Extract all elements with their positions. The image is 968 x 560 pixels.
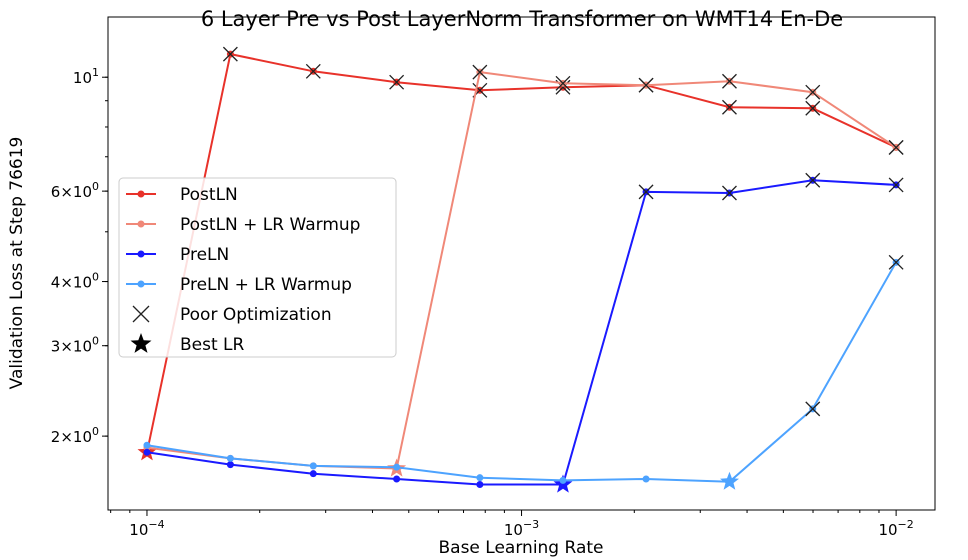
x-axis-label: Base Learning Rate bbox=[439, 538, 604, 558]
poor-optimization-x-marker bbox=[638, 77, 654, 93]
best-lr-star-marker bbox=[720, 471, 739, 490]
data-point bbox=[476, 480, 484, 488]
series-postln bbox=[137, 46, 904, 461]
legend-label: PreLN bbox=[180, 245, 229, 265]
legend-marker bbox=[137, 280, 145, 288]
legend-poor-optimization-icon bbox=[132, 305, 150, 323]
legend-marker bbox=[137, 250, 145, 258]
poor-optimization-x-marker bbox=[638, 184, 654, 200]
legend-label: Best LR bbox=[180, 335, 245, 355]
y-tick-label: 3×100 bbox=[51, 335, 99, 356]
data-point bbox=[226, 461, 234, 469]
poor-optimization-x-marker bbox=[722, 185, 737, 201]
y-tick-label: 4×100 bbox=[51, 271, 99, 292]
series-line bbox=[146, 261, 897, 483]
axes-frame bbox=[107, 16, 936, 511]
x-tick-label: 10−2 bbox=[878, 518, 913, 539]
y-axis-label: Validation Loss at Step 76619 bbox=[7, 137, 27, 390]
poor-optimization-x-marker bbox=[888, 177, 904, 193]
poor-optimization-x-marker bbox=[805, 401, 821, 417]
data-point bbox=[309, 470, 317, 478]
poor-optimization-x-marker bbox=[389, 74, 405, 90]
data-point bbox=[476, 474, 484, 482]
legend-box bbox=[118, 177, 397, 358]
y-tick-label: 2×100 bbox=[51, 425, 99, 446]
legend-marker bbox=[137, 220, 145, 228]
series-line bbox=[146, 179, 897, 486]
legend-label: PostLN + LR Warmup bbox=[180, 215, 360, 235]
data-point bbox=[642, 475, 650, 483]
legend-label: PreLN + LR Warmup bbox=[180, 275, 352, 295]
poor-optimization-x-marker bbox=[888, 254, 904, 270]
poor-optimization-x-marker bbox=[805, 100, 821, 116]
x-tick-label: 10−4 bbox=[129, 518, 164, 539]
x-tick-label: 10−3 bbox=[504, 518, 539, 539]
data-point bbox=[143, 441, 151, 449]
poor-optimization-x-marker bbox=[222, 46, 238, 62]
legend-best-lr-star-icon bbox=[130, 333, 152, 353]
poor-optimization-x-marker bbox=[805, 84, 821, 100]
y-tick-label: 101 bbox=[73, 66, 99, 87]
series-preln-lr-warmup bbox=[143, 254, 904, 490]
poor-optimization-x-marker bbox=[722, 99, 737, 115]
data-point bbox=[393, 463, 401, 471]
data-point bbox=[393, 475, 401, 483]
chart-title: 6 Layer Pre vs Post LayerNorm Transforme… bbox=[201, 7, 843, 31]
poor-optimization-x-marker bbox=[472, 64, 488, 80]
legend-marker bbox=[137, 190, 145, 198]
data-point bbox=[226, 454, 234, 462]
legend-label: Poor Optimization bbox=[180, 305, 332, 325]
poor-optimization-x-marker bbox=[888, 139, 904, 155]
poor-optimization-x-marker bbox=[805, 172, 821, 188]
poor-optimization-x-marker bbox=[722, 73, 737, 89]
data-point bbox=[559, 476, 567, 484]
legend: PostLN PostLN + LR Warmup PreLN PreLN + LR … bbox=[118, 177, 397, 358]
poor-optimization-x-marker bbox=[555, 75, 571, 91]
series-line bbox=[146, 52, 897, 453]
data-point bbox=[309, 462, 317, 470]
legend-label: PostLN bbox=[180, 185, 238, 205]
poor-optimization-x-marker bbox=[305, 63, 321, 79]
data-point bbox=[143, 448, 151, 456]
y-tick-label: 6×100 bbox=[51, 180, 99, 201]
